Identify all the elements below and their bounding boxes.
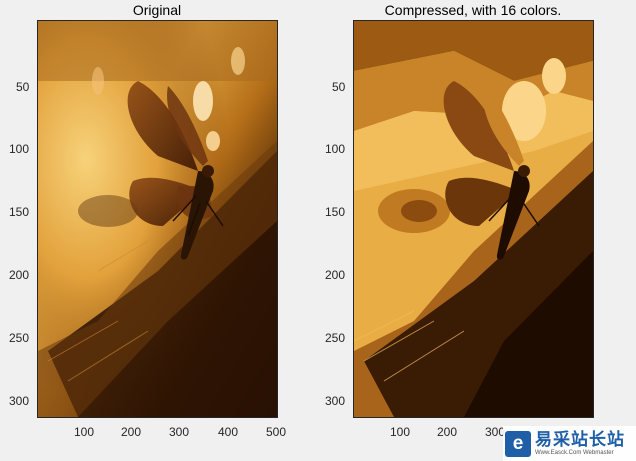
y-tick-label: 200 (9, 268, 30, 282)
original-photo (38, 21, 277, 417)
x-tick-label: 300 (485, 425, 506, 439)
y-tick-label: 200 (325, 268, 346, 282)
x-tick-label: 400 (218, 425, 239, 439)
x-tick-label: 300 (169, 425, 190, 439)
y-tick-label: 300 (9, 394, 30, 408)
y-tick-label: 150 (9, 205, 30, 219)
y-tick-label: 250 (325, 331, 346, 345)
compressed-image-axes[interactable] (353, 20, 594, 418)
x-tick-label: 200 (437, 425, 458, 439)
y-tick-label: 50 (332, 80, 346, 94)
compressed-photo (354, 21, 593, 417)
panel-title-compressed: Compressed, with 16 colors. (384, 2, 562, 18)
site-logo-icon: e (505, 430, 531, 457)
y-tick-label: 250 (9, 331, 30, 345)
y-tick-label: 100 (325, 142, 346, 156)
x-tick-label: 100 (74, 425, 95, 439)
watermark-site-name: 易采站长站 (535, 430, 625, 449)
y-tick-label: 100 (9, 142, 30, 156)
y-tick-label: 150 (325, 205, 346, 219)
x-tick-label: 100 (390, 425, 411, 439)
site-watermark: e 易采站长站 Www.Easck.Com Webmaster (503, 426, 636, 461)
x-tick-label: 500 (266, 425, 287, 439)
watermark-site-url: Www.Easck.Com Webmaster (535, 450, 614, 456)
y-tick-label: 50 (16, 80, 30, 94)
original-image-axes[interactable] (37, 20, 278, 418)
x-tick-label: 200 (121, 425, 142, 439)
y-tick-label: 300 (325, 394, 346, 408)
panel-title-original: Original (132, 2, 182, 18)
